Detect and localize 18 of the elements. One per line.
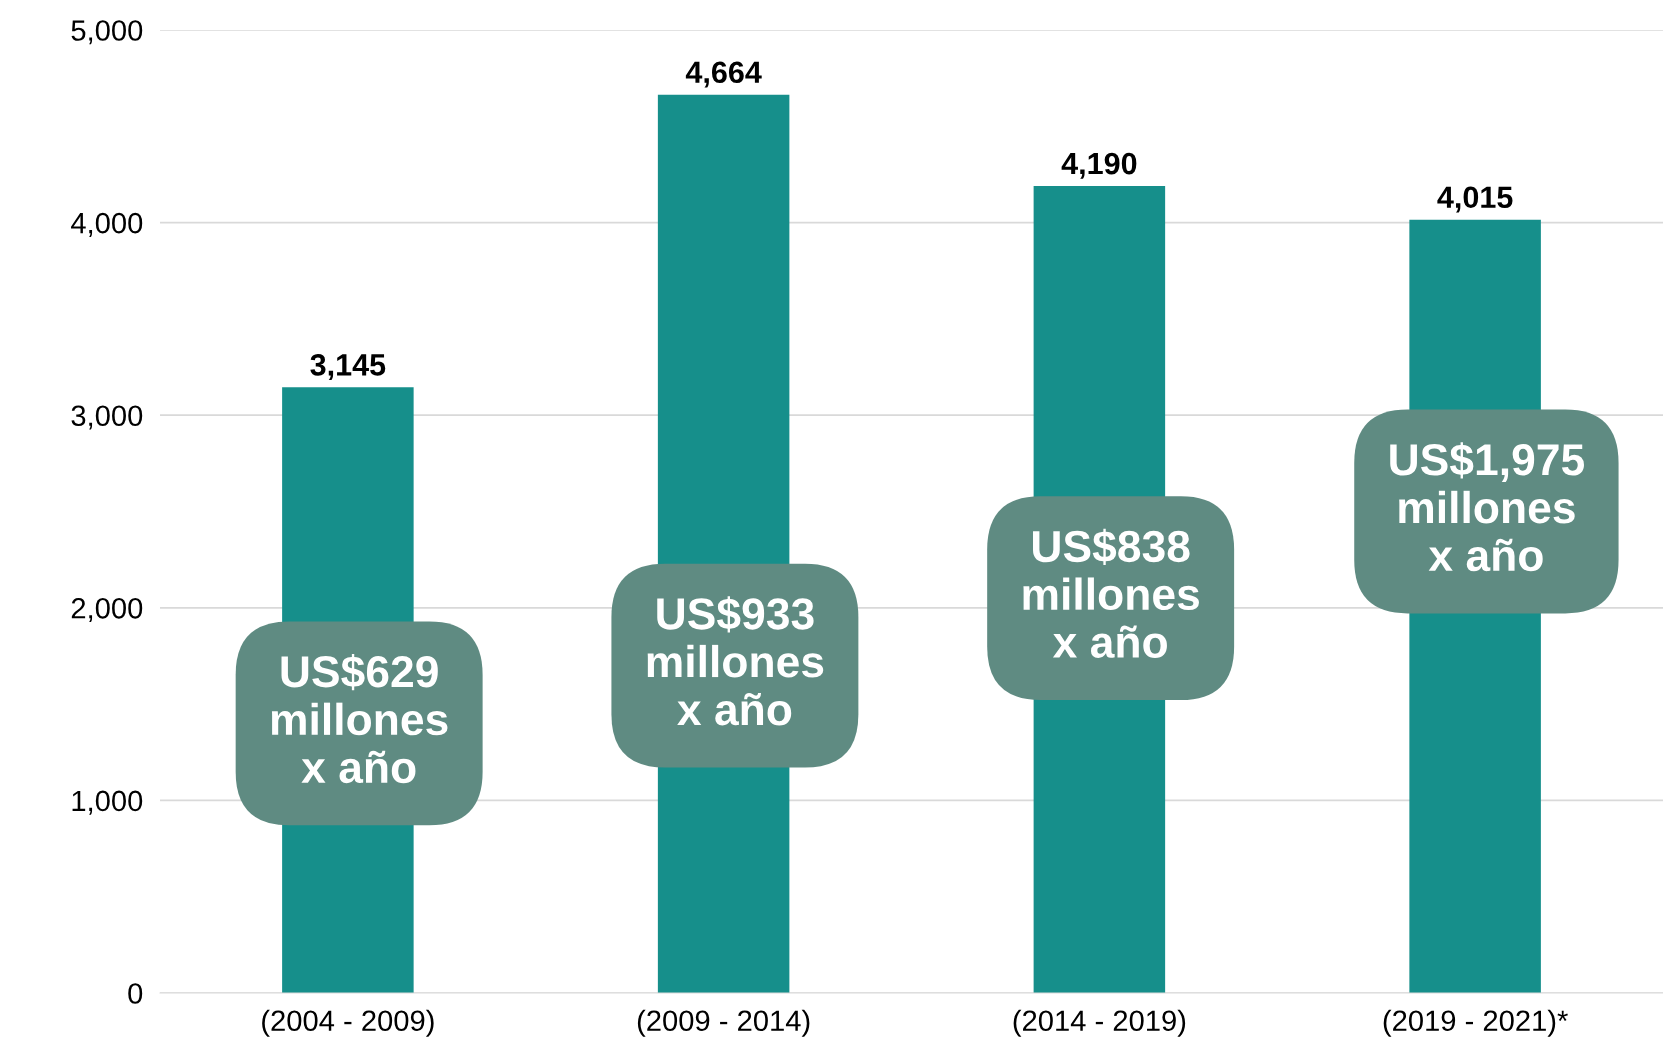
y-tick-label: 3,000 bbox=[71, 405, 143, 430]
y-tick-label: 2,000 bbox=[71, 598, 143, 623]
annotation: US$838 millones x año bbox=[1023, 528, 1199, 658]
data-label: 4,190 bbox=[1061, 152, 1137, 179]
y-tick-label: 1,000 bbox=[72, 790, 143, 815]
y-tick-label: 0 bbox=[128, 983, 143, 1004]
data-label: 3,145 bbox=[310, 354, 386, 381]
data-label: 4,015 bbox=[1437, 186, 1513, 213]
x-tick-label: (2019 - 2021)* bbox=[1383, 1009, 1568, 1037]
x-tick-label: (2009 - 2014) bbox=[637, 1009, 810, 1037]
annotation: US$629 millones x año bbox=[271, 653, 448, 784]
y-tick-label: 5,000 bbox=[71, 20, 143, 45]
y-tick-label: 4,000 bbox=[71, 212, 143, 237]
x-tick-label: (2014 - 2019) bbox=[1013, 1009, 1186, 1037]
x-tick-label: (2004 - 2009) bbox=[262, 1009, 434, 1037]
data-label: 4,664 bbox=[685, 61, 762, 88]
annotation: US$933 millones x año bbox=[647, 596, 824, 726]
annotation: US$1,975 millones x año bbox=[1390, 442, 1584, 572]
